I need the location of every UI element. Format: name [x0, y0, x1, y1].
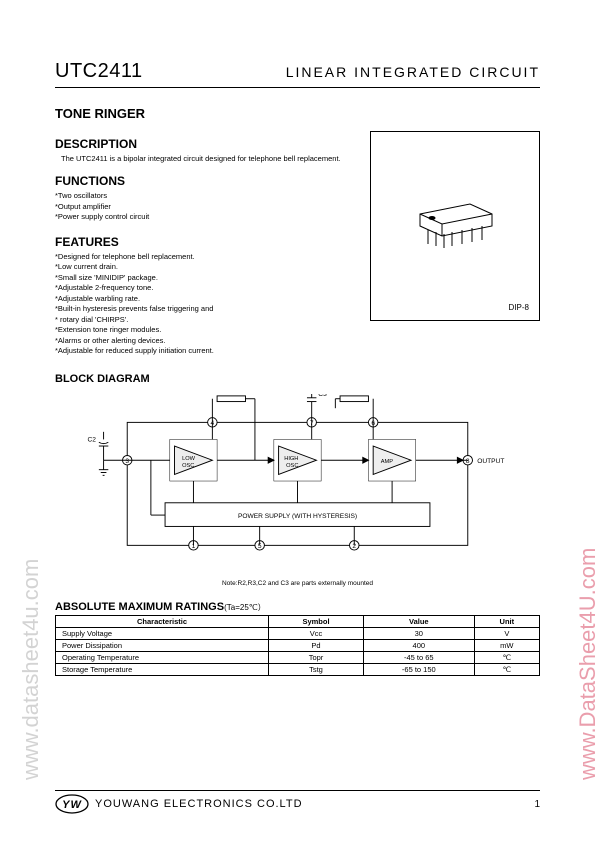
pin-3: 3 [125, 458, 129, 465]
label-r3: R3 [350, 394, 359, 395]
table-row: Power Dissipation Pd 400 mW [56, 639, 540, 651]
ratings-heading-text: ABSOLUTE MAXIMUM RATINGS [55, 601, 224, 613]
list-item: Power supply control circuit [55, 212, 350, 223]
list-item: Alarms or other alerting devices. [55, 336, 350, 347]
page-title: TONE RINGER [55, 106, 540, 121]
cell: -45 to 65 [363, 651, 474, 663]
logo-icon: YW [55, 794, 89, 814]
list-item: Built-in hysteresis prevents false trigg… [55, 304, 350, 315]
footer: YW YOUWANG ELECTRONICS CO.LTD 1 [55, 790, 540, 814]
watermark-left: www.datasheet4u.com [18, 559, 44, 780]
cell: Pd [269, 639, 364, 651]
pin-8: 8 [466, 458, 470, 465]
package-box: DIP-8 [370, 131, 540, 321]
list-item: Adjustable for reduced supply initiation… [55, 346, 350, 357]
block-diagram: 4 7 6 1 5 2 3 8 R2 C3 R3 C2 [55, 394, 540, 569]
table-header-row: Characteristic Symbol Value Unit [56, 615, 540, 627]
table-row: Operating Temperature Topr -45 to 65 ℃ [56, 651, 540, 663]
col-characteristic: Characteristic [56, 615, 269, 627]
functions-list: Two oscillators Output amplifier Power s… [55, 191, 350, 223]
cell: V [474, 627, 539, 639]
list-item: rotary dial 'CHIRPS'. [55, 315, 350, 326]
block-diagram-heading: BLOCK DIAGRAM [55, 373, 540, 385]
diagram-note: Note:R2,R3,C2 and C3 are parts externall… [55, 580, 540, 587]
label-high-osc: HIGH [284, 456, 298, 462]
company-name: YOUWANG ELECTRONICS CO.LTD [95, 798, 303, 810]
cell: 400 [363, 639, 474, 651]
list-item: Output amplifier [55, 202, 350, 213]
col-unit: Unit [474, 615, 539, 627]
dip8-icon [410, 196, 500, 256]
part-number: UTC2411 [55, 60, 143, 83]
doc-type: LINEAR INTEGRATED CIRCUIT [286, 64, 540, 80]
cell: 30 [363, 627, 474, 639]
functions-heading: FUNCTIONS [55, 174, 350, 188]
page: UTC2411 LINEAR INTEGRATED CIRCUIT TONE R… [0, 0, 595, 706]
label-r2: R2 [229, 394, 238, 395]
label-output: OUTPUT [477, 458, 504, 465]
page-number: 1 [534, 799, 540, 810]
upper-columns: DESCRIPTION The UTC2411 is a bipolar int… [55, 131, 540, 357]
cell: -65 to 150 [363, 663, 474, 675]
ratings-heading: ABSOLUTE MAXIMUM RATINGS(Ta=25℃） [55, 601, 540, 613]
cell: Storage Temperature [56, 663, 269, 675]
cell: Vcc [269, 627, 364, 639]
watermark-right: www.DataSheet4U.com [575, 548, 595, 780]
cell: mW [474, 639, 539, 651]
label-low-osc2: OSC [182, 462, 194, 468]
list-item: Low current drain. [55, 262, 350, 273]
description-heading: DESCRIPTION [55, 137, 350, 151]
features-heading: FEATURES [55, 235, 350, 249]
cell: ℃ [474, 651, 539, 663]
list-item: Two oscillators [55, 191, 350, 202]
cell: Operating Temperature [56, 651, 269, 663]
cell: ℃ [474, 663, 539, 675]
ratings-table: Characteristic Symbol Value Unit Supply … [55, 615, 540, 676]
col-value: Value [363, 615, 474, 627]
svg-text:YW: YW [62, 799, 82, 811]
cell: Power Dissipation [56, 639, 269, 651]
features-list: Designed for telephone bell replacement.… [55, 252, 350, 357]
list-item: Adjustable warbling rate. [55, 294, 350, 305]
label-c2: C2 [88, 436, 97, 443]
cell: Tstg [269, 663, 364, 675]
left-column: DESCRIPTION The UTC2411 is a bipolar int… [55, 131, 350, 357]
header: UTC2411 LINEAR INTEGRATED CIRCUIT [55, 60, 540, 88]
label-power-supply: POWER SUPPLY (WITH HYSTERESIS) [238, 513, 357, 520]
list-item: Designed for telephone bell replacement. [55, 252, 350, 263]
label-low-osc: LOW [182, 456, 196, 462]
label-amp: AMP [381, 459, 393, 465]
package-label: DIP-8 [509, 303, 529, 312]
col-symbol: Symbol [269, 615, 364, 627]
cell: Supply Voltage [56, 627, 269, 639]
list-item: Adjustable 2-frequency tone. [55, 283, 350, 294]
list-item: Small size 'MINIDIP' package. [55, 273, 350, 284]
table-row: Supply Voltage Vcc 30 V [56, 627, 540, 639]
label-c3: C3 [318, 394, 327, 398]
list-item: Extension tone ringer modules. [55, 325, 350, 336]
label-high-osc2: OSC [286, 462, 298, 468]
description-text: The UTC2411 is a bipolar integrated circ… [55, 154, 350, 164]
table-row: Storage Temperature Tstg -65 to 150 ℃ [56, 663, 540, 675]
cell: Topr [269, 651, 364, 663]
ratings-condition: (Ta=25℃） [224, 603, 266, 612]
